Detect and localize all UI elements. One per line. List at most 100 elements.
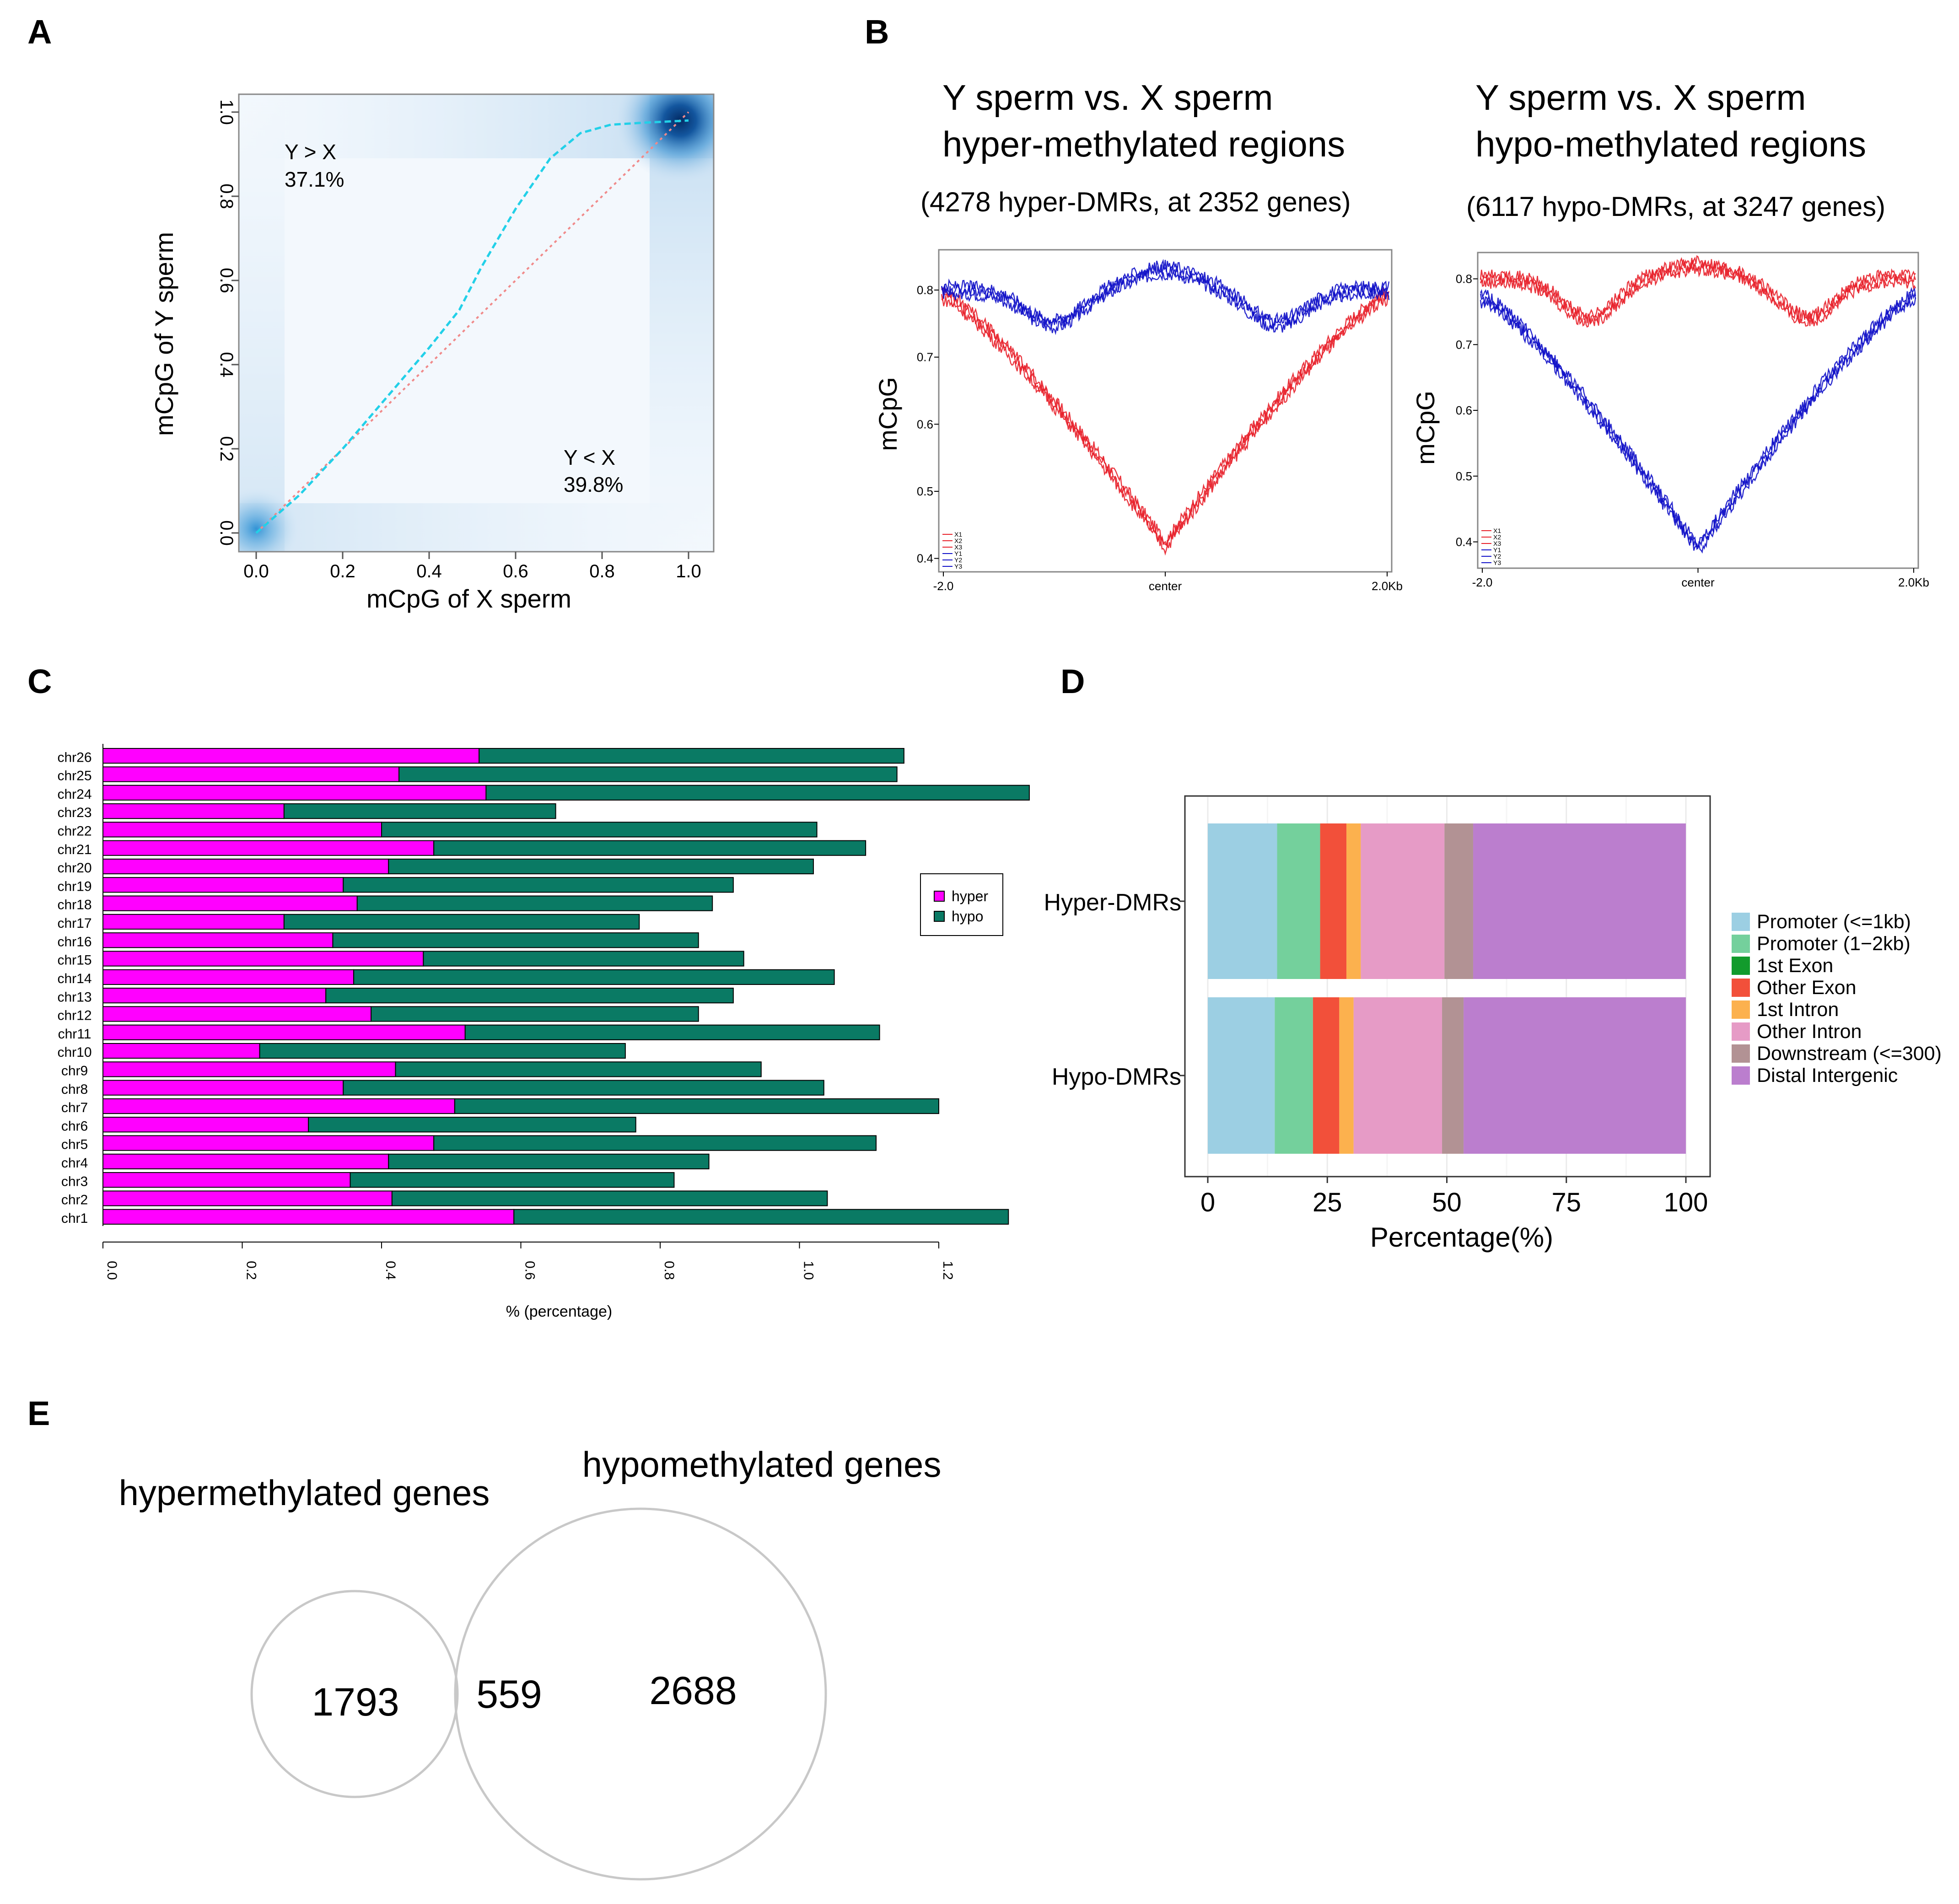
- venn-circle-hypomethylated: [454, 1507, 827, 1881]
- segment-Hypo-DMRs-1: [1275, 997, 1313, 1154]
- category-label-chr23: chr23: [57, 805, 91, 820]
- category-label-chr8: chr8: [61, 1082, 88, 1097]
- b2-y-tick-label: 0.6: [1456, 403, 1472, 417]
- legend-swatch-hyper: [934, 891, 945, 902]
- bar-hypo-chr15: [423, 951, 744, 967]
- b2-series-X2: [1480, 260, 1916, 324]
- bar-hyper-chr14: [102, 969, 355, 985]
- panel-b2-y-axis-title: mCpG: [1411, 391, 1440, 465]
- legend-swatch-2: [1732, 957, 1750, 975]
- segment-Hyper-DMRs-4: [1346, 823, 1361, 979]
- bar-hypo-chr10: [259, 1043, 626, 1059]
- bar-hyper-chr15: [102, 951, 424, 967]
- category-label-chr19: chr19: [57, 879, 91, 894]
- category-label-chr26: chr26: [57, 750, 91, 765]
- b1-y-tick-label: 0.6: [917, 417, 933, 431]
- bar-hypo-chr11: [464, 1024, 880, 1040]
- legend-label-3: Other Exon: [1757, 977, 1857, 999]
- venn-label-hypomethylated: hypomethylated genes: [582, 1444, 942, 1484]
- category-label-chr16: chr16: [57, 934, 91, 949]
- category-label-chr6: chr6: [61, 1119, 88, 1134]
- category-label-chr4: chr4: [61, 1156, 88, 1171]
- segment-Hypo-DMRs-3: [1313, 997, 1340, 1154]
- b1-y-tick-label: 0.7: [917, 350, 933, 364]
- panel-b1-title-line2: hyper-methylated regions: [942, 124, 1345, 164]
- bar-hypo-chr4: [388, 1153, 710, 1170]
- bar-hyper-chr24: [102, 785, 487, 801]
- category-label-chr22: chr22: [57, 824, 91, 839]
- panel-a-x-tick-label: 0.6: [503, 561, 528, 581]
- category-label-chr1: chr1: [61, 1211, 88, 1226]
- category-label-chr21: chr21: [57, 842, 91, 857]
- segment-Hypo-DMRs-6: [1442, 997, 1464, 1154]
- bar-hypo-chr19: [343, 877, 734, 893]
- legend-label-0: Promoter (<=1kb): [1757, 911, 1911, 933]
- b2-y-tick-label: 0.8: [1456, 272, 1472, 286]
- category-label-chr5: chr5: [61, 1137, 88, 1152]
- b1-legend-label: X2: [954, 537, 962, 544]
- panel-c-x-tick-label: 1.0: [801, 1261, 816, 1280]
- category-label-chr10: chr10: [57, 1045, 91, 1060]
- panel-label-b: B: [865, 13, 889, 51]
- legend-label-6: Downstream (<=300): [1757, 1043, 1942, 1065]
- panel-a-x-tick-label: 0.8: [589, 561, 615, 581]
- bar-hypo-chr26: [479, 748, 904, 764]
- segment-Hyper-DMRs-6: [1444, 823, 1473, 979]
- b2-series-X3: [1480, 255, 1916, 321]
- category-label-chr2: chr2: [61, 1193, 88, 1208]
- panel-a-frame: [238, 93, 715, 553]
- panel-e-venn-diagram: hypermethylated genes hypomethylated gen…: [119, 1444, 942, 1881]
- legend-swatch-7: [1732, 1066, 1750, 1085]
- bar-hyper-chr7: [102, 1098, 455, 1114]
- b1-legend-label: Y2: [954, 556, 962, 564]
- legend-swatch-hypo: [934, 911, 945, 922]
- bar-hypo-chr1: [513, 1209, 1009, 1225]
- bar-hyper-chr19: [102, 877, 344, 893]
- panel-a-y-tick-label: 0.4: [216, 352, 237, 377]
- panel-label-e: E: [27, 1394, 50, 1432]
- panel-a-y-tick-label: 0.2: [216, 436, 237, 462]
- bar-hyper-chr20: [102, 858, 389, 875]
- b2-y-tick-label: 0.7: [1456, 338, 1472, 351]
- bar-hypo-chr13: [325, 988, 734, 1004]
- bar-hyper-chr25: [102, 766, 400, 782]
- bar-hypo-chr12: [371, 1006, 699, 1022]
- bar-hyper-chr18: [102, 895, 358, 911]
- legend-label-4: 1st Intron: [1757, 999, 1839, 1021]
- panel-d-x-tick-label: 50: [1432, 1188, 1462, 1217]
- density-hotspot-0: [615, 94, 714, 183]
- b1-series-X2: [941, 290, 1389, 547]
- panel-c-legend: hyper hypo: [920, 873, 1003, 936]
- legend-swatch-0: [1732, 913, 1750, 931]
- b1-series-Y1: [941, 269, 1390, 335]
- legend-label-5: Other Intron: [1757, 1021, 1862, 1043]
- b1-x-tick-label: center: [1149, 579, 1182, 593]
- bar-hypo-chr24: [485, 785, 1030, 801]
- panel-d-x-tick-label: 100: [1664, 1188, 1708, 1217]
- panel-b2-title-line1: Y sperm vs. X sperm: [1475, 77, 1806, 118]
- b2-legend-label: X3: [1493, 540, 1501, 547]
- panel-d-x-tick-label: 0: [1200, 1188, 1215, 1217]
- legend-swatch-1: [1732, 935, 1750, 953]
- smooth-curve: [255, 119, 689, 534]
- panel-d-genomic-annotation: Hyper-DMRs Hypo-DMRs 0 25 50 75 100 Percentage…: [1044, 795, 1942, 1253]
- bar-hyper-chr12: [102, 1006, 372, 1022]
- category-label-chr7: chr7: [61, 1100, 88, 1115]
- bar-hyper-chr6: [102, 1117, 309, 1133]
- panel-c-x-tick-label: 0.2: [244, 1261, 259, 1280]
- panel-a-y-axis-title: mCpG of Y sperm: [150, 232, 178, 436]
- panel-a-halo-left: [239, 94, 285, 552]
- panel-c-stacked-bars: chr26 chr25 chr24 chr23 chr22 chr21 chr20 chr19…: [57, 744, 1030, 1320]
- b2-legend-label: X1: [1493, 527, 1501, 534]
- legend-label-hypo: hypo: [952, 908, 983, 925]
- category-label-chr13: chr13: [57, 990, 91, 1005]
- panel-a-y-tick-label: 0.0: [216, 520, 237, 546]
- bar-hypo-chr14: [353, 969, 835, 985]
- b1-legend-label: X3: [954, 543, 962, 551]
- category-label-chr9: chr9: [61, 1064, 88, 1079]
- legend-label-hyper: hyper: [952, 888, 988, 904]
- bar-hyper-chr17: [102, 914, 285, 930]
- venn-circle-hypermethylated: [250, 1590, 459, 1798]
- bar-hyper-chr1: [102, 1209, 515, 1225]
- bar-hypo-chr23: [283, 803, 556, 819]
